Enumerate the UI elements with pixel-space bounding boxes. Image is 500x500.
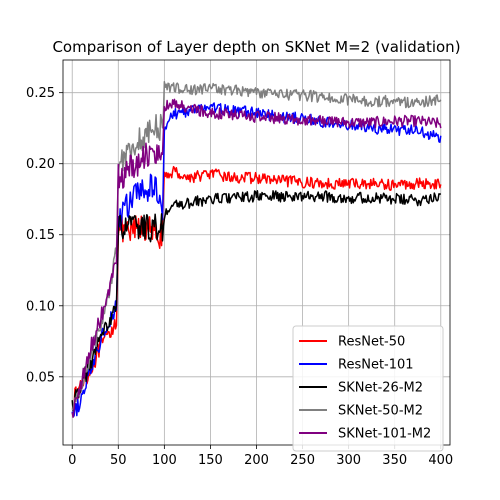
plot-area: 0 50 100 150 200 250 300 350 400 0.05 0.10 0.15 0.20… <box>26 59 453 468</box>
legend-label: SKNet-26-M2 <box>338 381 423 396</box>
x-tick-label: 400 <box>428 453 453 468</box>
chart-title: Comparison of Layer depth on SKNet M=2 (… <box>52 38 460 56</box>
y-tick-label: 0.25 <box>26 86 55 101</box>
series-line-sknet-101-m2 <box>71 98 442 418</box>
series-line-resnet-101 <box>71 102 442 418</box>
series-line-resnet-50 <box>71 165 442 410</box>
x-tick-label: 200 <box>244 453 269 468</box>
x-tick-label: 300 <box>336 453 361 468</box>
y-tick-label: 0.10 <box>26 299 55 314</box>
legend-label: ResNet-101 <box>338 358 414 373</box>
legend-label: SKNet-50-M2 <box>338 404 423 419</box>
series-line-sknet-26-m2 <box>71 190 442 412</box>
legend-label: SKNet-101-M2 <box>338 427 431 442</box>
legend-label: ResNet-50 <box>338 335 405 350</box>
y-tick-label: 0.15 <box>26 228 55 243</box>
x-tick-label: 50 <box>110 453 127 468</box>
x-tick-label: 250 <box>290 453 315 468</box>
x-tick-label: 150 <box>198 453 223 468</box>
x-tick-label: 350 <box>382 453 407 468</box>
legend-box <box>292 325 444 452</box>
legend: ResNet-50 ResNet-101 SKNet-26-M2 SKNet-50-M… <box>292 325 444 452</box>
y-tick-label: 0.20 <box>26 157 55 172</box>
series-line-sknet-50-m2 <box>71 81 442 411</box>
x-tick-label: 0 <box>68 453 76 468</box>
x-tick-label: 100 <box>152 453 177 468</box>
y-tick-label: 0.05 <box>26 370 55 385</box>
